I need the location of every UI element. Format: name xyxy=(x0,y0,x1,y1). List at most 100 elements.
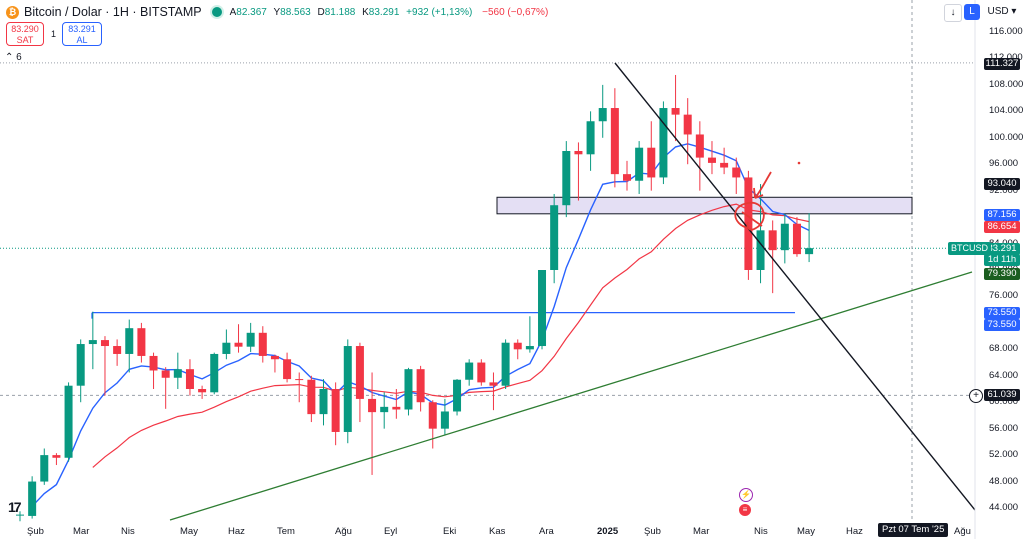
candle xyxy=(732,157,741,194)
candle xyxy=(307,375,316,423)
candle xyxy=(355,342,364,423)
candle xyxy=(586,111,595,171)
candle xyxy=(416,365,425,412)
x-tick-label: Ara xyxy=(539,526,554,537)
crosshair-date-label: Pzt 07 Tem '25 xyxy=(878,523,949,537)
candle-body xyxy=(185,369,194,389)
x-tick-label: Şub xyxy=(27,526,44,537)
candle-body xyxy=(659,108,668,178)
candle xyxy=(137,322,146,363)
candle-body xyxy=(732,167,741,178)
candle xyxy=(635,141,644,194)
indicators-toggle[interactable]: ⌃ 6 xyxy=(5,52,22,63)
x-tick-label: Eki xyxy=(443,526,457,537)
candle xyxy=(538,270,547,350)
y-tick-label: 48.000 xyxy=(989,475,1019,487)
candle-body xyxy=(671,108,680,115)
candle-body xyxy=(173,369,182,378)
y-tick-label: 92.000 xyxy=(989,184,1019,196)
candle-body xyxy=(210,353,219,393)
candle-series xyxy=(16,74,814,522)
candle xyxy=(173,352,182,389)
market-status-icon[interactable] xyxy=(209,5,224,19)
y-tick-label: 96.000 xyxy=(989,158,1019,170)
candle xyxy=(477,359,486,386)
candle xyxy=(501,339,510,389)
resistance-zone xyxy=(496,196,913,215)
candle-body xyxy=(538,270,547,347)
candle-body xyxy=(368,398,377,413)
candle-body xyxy=(550,205,559,270)
candle-body xyxy=(501,342,510,386)
drawings-back xyxy=(91,196,913,319)
plus-icon[interactable]: + xyxy=(969,389,983,403)
candle-body xyxy=(198,389,207,393)
candle-body xyxy=(513,342,522,350)
support-label-b: 73.550 xyxy=(984,319,1020,331)
candle xyxy=(198,385,207,399)
x-tick-label: Mar xyxy=(693,526,710,537)
candle xyxy=(695,121,704,191)
drawings-front[interactable] xyxy=(169,62,976,521)
x-tick-label: Ağu xyxy=(335,526,352,537)
candle xyxy=(149,352,158,389)
x-tick-label: Nis xyxy=(121,526,135,537)
candle xyxy=(76,339,85,403)
lightning-event-icon[interactable]: ⚡ xyxy=(739,488,753,502)
buy-button[interactable]: 83.291 AL xyxy=(62,22,102,46)
candle-body xyxy=(234,342,243,347)
candle xyxy=(623,160,631,191)
handdrawn-arrow xyxy=(753,171,772,199)
ma-slow-label: 86.654 xyxy=(984,221,1020,233)
candle-body xyxy=(307,379,316,415)
candle xyxy=(525,316,534,353)
candle-body xyxy=(683,114,692,135)
candle xyxy=(283,352,292,383)
currency-selector[interactable]: USD ▾ xyxy=(987,6,1017,17)
candle xyxy=(404,367,413,416)
change-value-2: −560 (−0,67%) xyxy=(482,6,549,18)
arrow-down-icon: ↓ xyxy=(950,7,956,18)
grid-lines xyxy=(0,0,975,520)
x-tick-label: Tem xyxy=(277,526,295,537)
candle-body xyxy=(331,389,340,432)
ma-slow-line xyxy=(92,203,810,468)
us-flag-event-icon[interactable]: ≡ xyxy=(739,504,751,516)
y-tick-label: 100.000 xyxy=(989,131,1024,143)
candle xyxy=(88,311,97,370)
candle-body xyxy=(76,344,85,386)
candle-body xyxy=(695,134,704,158)
candle xyxy=(392,389,401,419)
sell-button[interactable]: 83.290 SAT xyxy=(6,22,44,46)
candle xyxy=(805,213,814,263)
candle xyxy=(792,217,801,257)
chart-settings-button[interactable]: L xyxy=(964,4,980,20)
candle-body xyxy=(780,223,789,251)
x-tick-label: May xyxy=(797,526,815,537)
candle xyxy=(550,193,559,284)
candle xyxy=(234,324,243,353)
x-tick-label: Eyl xyxy=(384,526,398,537)
candle xyxy=(562,141,571,218)
candle-body xyxy=(161,370,170,378)
symbol-title[interactable]: Bitcoin / Dolar · 1H · BITSTAMP xyxy=(24,5,202,19)
candle-body xyxy=(598,108,607,122)
handdrawn-dot xyxy=(797,161,801,165)
candle xyxy=(246,322,255,352)
candle xyxy=(125,319,134,373)
candle-body xyxy=(283,359,292,380)
tradingview-logo-icon[interactable]: 17 xyxy=(8,499,22,515)
candle xyxy=(113,339,122,366)
x-tick-label: 2025 xyxy=(597,526,619,537)
y-tick-label: 44.000 xyxy=(989,502,1019,513)
last-price-label: 83.291 xyxy=(984,243,1020,255)
candle xyxy=(610,88,619,188)
x-tick-label: Şub xyxy=(644,526,661,537)
candle-body xyxy=(113,346,122,354)
candle xyxy=(319,379,328,426)
candle-body xyxy=(574,151,583,155)
candle-body xyxy=(805,248,814,255)
candle xyxy=(331,382,340,446)
scroll-to-realtime-button[interactable]: ↓ xyxy=(944,4,962,22)
